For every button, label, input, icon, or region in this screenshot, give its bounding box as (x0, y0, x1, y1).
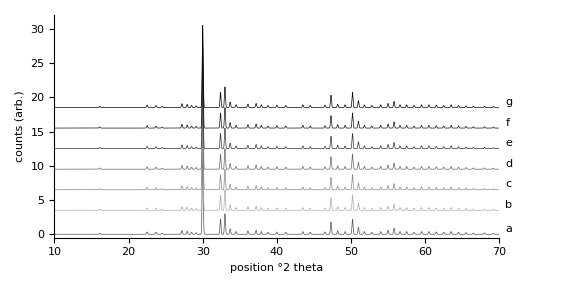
Text: g: g (505, 97, 513, 107)
Text: a: a (505, 224, 512, 234)
Text: d: d (505, 159, 513, 169)
Text: c: c (505, 179, 511, 190)
Text: e: e (505, 138, 512, 148)
Text: b: b (505, 200, 512, 210)
Y-axis label: counts (arb.): counts (arb.) (15, 90, 25, 162)
Text: f: f (505, 118, 509, 128)
X-axis label: position °2 theta: position °2 theta (230, 263, 324, 273)
